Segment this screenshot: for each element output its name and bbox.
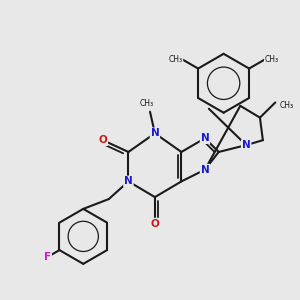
Text: CH₃: CH₃ <box>140 99 154 108</box>
Text: N: N <box>201 165 209 175</box>
Text: O: O <box>98 135 107 145</box>
Text: CH₃: CH₃ <box>279 101 293 110</box>
Text: N: N <box>201 133 209 143</box>
Text: N: N <box>242 140 250 150</box>
Text: F: F <box>44 252 51 262</box>
Text: O: O <box>151 219 159 229</box>
Text: CH₃: CH₃ <box>169 55 183 64</box>
Text: N: N <box>151 128 159 138</box>
Text: CH₃: CH₃ <box>264 55 278 64</box>
Text: N: N <box>124 176 133 186</box>
